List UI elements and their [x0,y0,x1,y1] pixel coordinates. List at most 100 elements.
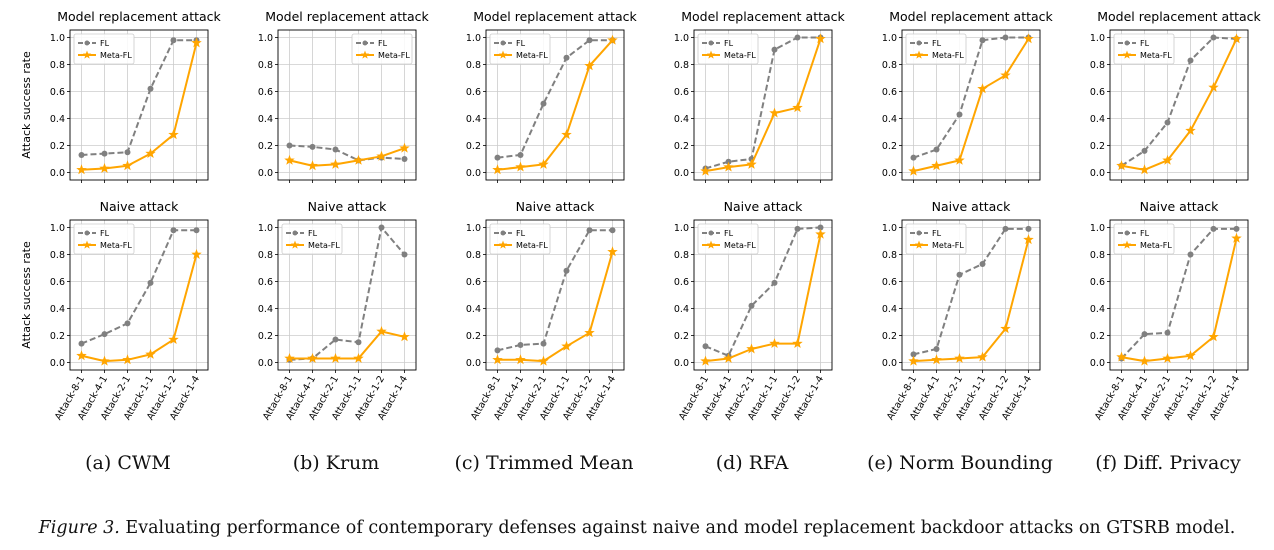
data-point-fl [401,251,408,258]
legend-marker-meta-fl [706,50,716,59]
legend-marker-fl [916,40,922,46]
series-line-meta-fl [81,42,198,171]
data-point-fl [378,224,385,231]
legend-label-meta-fl: Meta-FL [724,241,756,250]
axes-frame [901,219,1041,371]
ytick-label: 0.2 [882,141,897,152]
data-point-meta-fl [1023,33,1034,44]
series-line-fl [497,229,613,352]
legend-label-fl: FL [1140,39,1150,48]
legend-label-fl: FL [724,229,734,238]
legend-marker-fl [84,230,90,236]
data-point-meta-fl [1231,33,1242,44]
data-point-fl [1141,147,1148,154]
data-point-meta-fl [1162,154,1173,165]
ytick-label: 0.0 [882,168,897,179]
legend-label-fl: FL [932,39,942,48]
ytick-label: 0.8 [258,250,273,261]
data-point-fl [1141,331,1148,338]
subplot-10: 0.00.20.40.60.81.0Attack-8-1Attack-4-1At… [674,199,833,422]
legend-label-meta-fl: Meta-FL [1140,51,1172,60]
legend-marker-meta-fl [1122,50,1132,59]
data-point-fl [193,227,200,234]
data-point-fl [78,340,85,347]
subplot-title: Naive attack [308,199,388,214]
data-point-meta-fl [908,165,919,176]
data-point-meta-fl [353,352,364,363]
data-point-fl [817,224,824,231]
subplot-8: 0.00.20.40.60.81.0Attack-8-1Attack-4-1At… [258,199,417,422]
subcaption-norm-bounding: (e) Norm Bounding [867,452,1053,474]
subcaption-diff-privacy: (f) Diff. Privacy [1095,452,1241,474]
data-point-meta-fl [168,334,179,344]
ytick-label: 0.6 [1090,87,1105,98]
data-point-fl [1164,119,1171,126]
data-point-meta-fl [1116,160,1127,171]
data-point-fl [794,225,801,232]
legend-marker-meta-fl [82,50,92,59]
ytick-label: 0.4 [1090,304,1105,315]
ytick-label: 0.4 [50,304,65,315]
y-axis-label: Attack success rate [20,241,33,349]
data-point-meta-fl [584,60,595,71]
data-point-fl [401,156,408,162]
subplot-9: 0.00.20.40.60.81.0Attack-8-1Attack-4-1At… [466,199,625,422]
ytick-label: 0.2 [50,141,65,152]
ytick-label: 1.0 [466,223,481,234]
series-line-fl [289,144,405,162]
data-point-meta-fl [723,352,734,363]
ytick-label: 0.0 [1090,168,1105,179]
data-point-fl [933,346,940,352]
ytick-label: 0.0 [674,358,689,369]
legend-marker-meta-fl [914,50,924,59]
data-point-meta-fl [492,164,503,175]
ytick-label: 0.0 [882,358,897,369]
data-point-meta-fl [908,355,919,366]
series-line-fl [705,36,821,170]
data-point-meta-fl [700,165,711,176]
data-point-meta-fl [191,37,202,48]
ytick-label: 0.6 [1090,277,1105,288]
subplot-title: Naive attack [932,199,1012,214]
series-line-meta-fl [289,147,405,167]
legend-marker-meta-fl [498,50,508,59]
series-line-meta-fl [705,234,822,363]
ytick-label: 0.8 [882,60,897,71]
data-point-meta-fl [1139,355,1150,366]
ytick-label: 0.6 [50,277,65,288]
legend-label-fl: FL [724,39,734,48]
series-line-fl [1120,227,1237,360]
data-point-meta-fl [561,340,572,351]
figure-caption-text: Evaluating performance of contemporary d… [119,518,1236,538]
data-point-meta-fl [792,338,803,349]
series-line-meta-fl [1121,238,1238,363]
ytick-label: 1.0 [50,33,65,44]
data-point-fl [794,34,801,41]
data-point-fl [355,339,362,346]
data-point-meta-fl [931,160,942,171]
data-point-fl [494,347,501,354]
series-line-meta-fl [497,251,614,363]
series-line-meta-fl [289,330,405,360]
data-point-fl [910,351,917,358]
ytick-label: 1.0 [258,33,273,44]
series-line-meta-fl [81,254,198,363]
data-point-meta-fl [700,355,711,366]
data-point-meta-fl [122,160,133,171]
data-point-fl [540,100,547,107]
legend-label-meta-fl: Meta-FL [378,51,410,60]
data-point-fl [979,260,986,267]
series-line-fl [497,39,613,159]
subplot-title: Model replacement attack [1097,9,1261,24]
ytick-label: 0.8 [466,250,481,261]
ytick-label: 0.6 [258,277,273,288]
data-point-fl [771,279,778,286]
ytick-label: 0.2 [1090,141,1105,152]
data-point-fl [494,154,501,161]
data-point-fl [609,227,616,234]
data-point-fl [933,146,940,153]
subplot-title: Model replacement attack [57,9,221,24]
data-point-fl [563,267,570,274]
data-point-fl [332,336,339,343]
